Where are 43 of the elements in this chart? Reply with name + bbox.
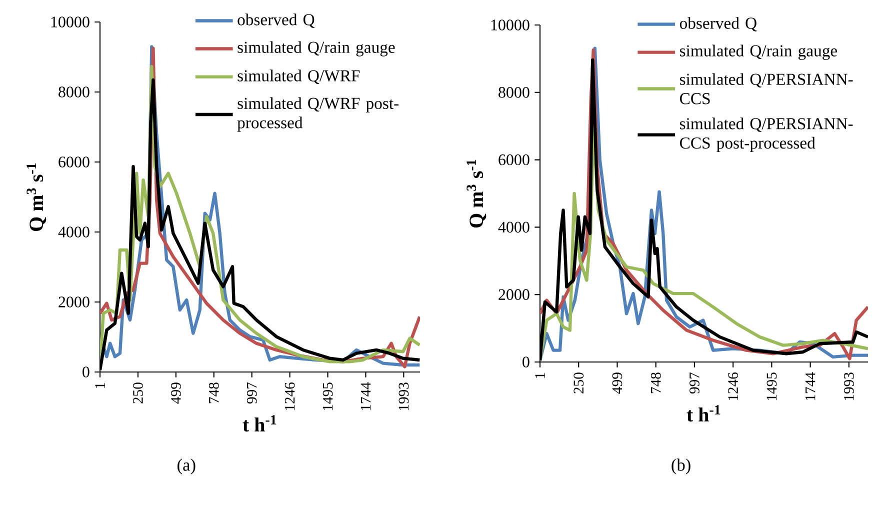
y-tick-label: 6000: [58, 156, 90, 168]
y-tick-label: 2000: [58, 296, 90, 308]
y-tick-label: 4000: [58, 226, 90, 238]
x-tick-label: 1495: [322, 382, 333, 410]
x-tick-label: 997: [246, 382, 257, 404]
x-tick-label: 997: [690, 372, 700, 394]
y-axis-title: Q m$^{3}$ s$^{-1}$: [466, 160, 486, 228]
x-tick-label: 1495: [766, 372, 777, 400]
x-tick-label: 1993: [398, 382, 409, 410]
y-tick-label: 8000: [498, 86, 530, 98]
x-tick-label: 748: [208, 382, 219, 404]
legend-label: observed Q: [238, 14, 315, 28]
y-tick-label: 4000: [498, 222, 530, 233]
text: (a): [178, 458, 196, 474]
y-tick-label: 0: [522, 356, 530, 368]
y-tick-label: 10000: [491, 20, 530, 30]
legend-label: simulated Q/rain gauge: [238, 41, 395, 56]
x-tick-label: 748: [650, 372, 661, 394]
x-tick-label: 1246: [284, 382, 295, 410]
text: (b): [672, 458, 690, 474]
x-axis-title: t h$^{-1}$: [686, 405, 720, 422]
x-axis-title: t h$^{-1}$: [242, 415, 276, 432]
y-tick-label: 2000: [498, 289, 530, 300]
x-tick-label: 499: [171, 382, 181, 404]
x-tick-label: 1: [535, 372, 545, 378]
y-tick-label: 8000: [58, 86, 90, 98]
y-tick-label: 10000: [51, 16, 90, 28]
x-tick-label: 1744: [360, 382, 371, 410]
x-tick-label: 250: [133, 382, 143, 404]
x-tick-label: 1993: [844, 372, 854, 400]
legend-label: simulated Q/PERSIANN-CCS post-processed: [680, 118, 853, 152]
y-tick-label: 0: [82, 366, 90, 378]
x-tick-label: 1: [95, 382, 105, 388]
x-tick-label: 250: [574, 372, 584, 394]
legend-label: observed Q: [680, 17, 757, 32]
x-tick-label: 1744: [805, 372, 816, 400]
legend-label: simulated Q/WRF post-processed: [237, 97, 399, 132]
legend-label: simulated Q/rain gauge: [680, 44, 838, 60]
y-tick-label: 6000: [498, 154, 530, 166]
x-tick-label: 499: [612, 372, 622, 394]
legend-label: simulated Q/WRF: [238, 70, 360, 84]
y-axis-title: Q m$^{3}$ s$^{-1}$: [26, 163, 46, 231]
x-tick-label: 1246: [728, 372, 738, 400]
